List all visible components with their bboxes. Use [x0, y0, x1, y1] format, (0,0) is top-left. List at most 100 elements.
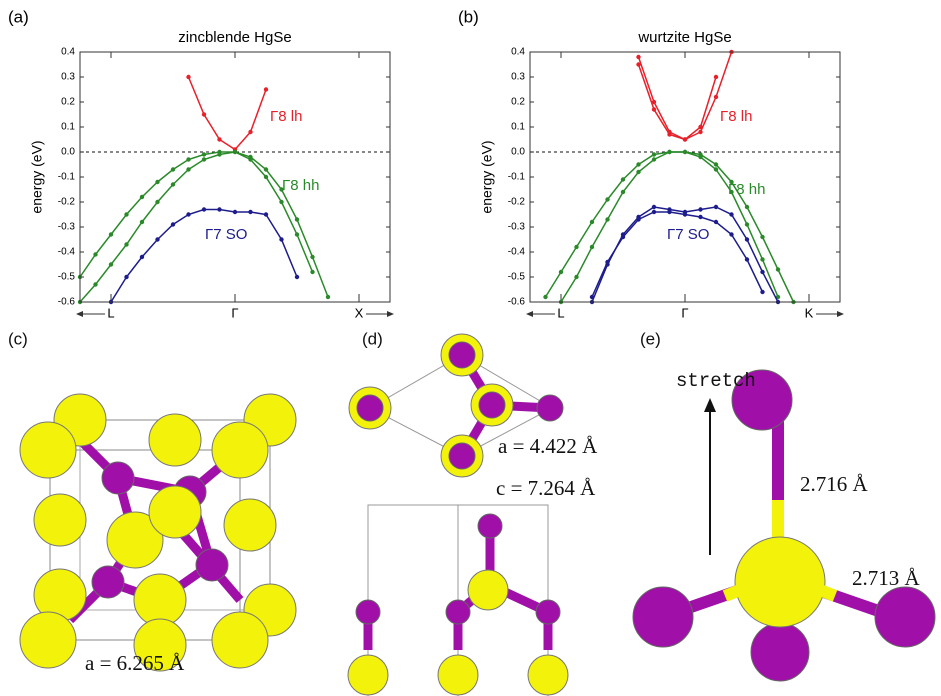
wurtzite-structure	[348, 334, 568, 696]
bond-length: 2.716 Å	[800, 472, 869, 496]
y-tick-label: 0.1	[511, 122, 525, 133]
band-point	[217, 207, 221, 211]
panel-label: (d)	[362, 329, 383, 348]
y-axis-label: energy (eV)	[479, 140, 495, 213]
band-point	[636, 55, 640, 59]
band-point	[636, 62, 640, 66]
band-point	[109, 232, 113, 236]
band-point	[714, 95, 718, 99]
band-point	[667, 210, 671, 214]
y-tick-label: 0.4	[511, 47, 525, 58]
band-point	[279, 200, 283, 204]
y-tick-label: 0.0	[511, 147, 525, 158]
x-tick-label: L	[557, 305, 564, 320]
y-tick-label: -0.4	[508, 247, 526, 258]
band-label: Γ7 SO	[205, 226, 247, 243]
band-point	[745, 205, 749, 209]
panel-label: (e)	[640, 329, 661, 348]
band-point	[652, 210, 656, 214]
axis-arrow	[526, 311, 533, 317]
band-point	[760, 257, 764, 261]
band-point	[109, 262, 113, 266]
band-point	[279, 237, 283, 241]
bond-length: 2.713 Å	[852, 566, 921, 590]
band-line	[592, 207, 778, 302]
band-point	[714, 167, 718, 171]
band-point	[636, 217, 640, 221]
band-point	[202, 112, 206, 116]
band-point	[264, 167, 268, 171]
band-point	[652, 152, 656, 156]
band-point	[93, 282, 97, 286]
band-point	[93, 252, 97, 256]
band-point	[590, 245, 594, 249]
y-tick-label: -0.3	[58, 222, 76, 233]
band-point	[760, 270, 764, 274]
panel-label: (b)	[458, 7, 479, 26]
band-point	[590, 220, 594, 224]
band-label: Γ8 lh	[270, 108, 302, 125]
band-point	[636, 170, 640, 174]
axis-arrow	[837, 311, 844, 317]
y-tick-label: -0.5	[58, 272, 76, 283]
band-point	[233, 150, 237, 154]
y-tick-label: 0.3	[511, 72, 525, 83]
axis-arrow	[387, 311, 394, 317]
x-tick-label: X	[355, 305, 364, 320]
chart-title: wurtzite HgSe	[637, 29, 731, 46]
band-point	[667, 132, 671, 136]
band-point	[171, 167, 175, 171]
figure: (c) a = 6.265 Å (d) a = 4.422 Å c = 7.26…	[0, 0, 941, 696]
y-tick-label: 0.2	[61, 97, 75, 108]
band-point	[217, 152, 221, 156]
band-point	[326, 295, 330, 299]
band-line	[189, 77, 267, 150]
y-tick-label: -0.1	[58, 172, 76, 183]
band-point	[248, 210, 252, 214]
y-axis-label: energy (eV)	[29, 140, 45, 213]
band-point	[683, 212, 687, 216]
band-point	[760, 290, 764, 294]
band-point	[714, 205, 718, 209]
band-point	[186, 75, 190, 79]
band-line	[80, 152, 313, 302]
band-point	[729, 190, 733, 194]
band-point	[683, 150, 687, 154]
band-point	[264, 175, 268, 179]
band-point	[698, 155, 702, 159]
band-point	[652, 107, 656, 111]
panel-label: (a)	[8, 7, 29, 26]
band-point	[124, 212, 128, 216]
plot-frame	[80, 52, 390, 302]
band-point	[776, 267, 780, 271]
band-point	[186, 157, 190, 161]
band-line	[592, 212, 763, 297]
y-tick-label: -0.4	[58, 247, 76, 258]
band-point	[155, 237, 159, 241]
y-tick-label: -0.1	[508, 172, 526, 183]
band-point	[636, 162, 640, 166]
x-tick-label: Γ	[231, 305, 238, 320]
y-tick-label: 0.4	[61, 47, 75, 58]
band-point	[605, 217, 609, 221]
band-label: Γ7 SO	[667, 226, 709, 243]
band-point	[264, 212, 268, 216]
band-point	[124, 242, 128, 246]
plot-frame	[530, 52, 840, 302]
band-point	[745, 222, 749, 226]
y-tick-label: -0.2	[58, 197, 76, 208]
band-point	[698, 207, 702, 211]
chart-title: zincblende HgSe	[178, 29, 291, 46]
band-point	[295, 275, 299, 279]
band-point	[714, 220, 718, 224]
lattice-label: a = 4.422 Å	[498, 434, 598, 458]
y-tick-label: -0.3	[508, 222, 526, 233]
band-point	[202, 157, 206, 161]
y-tick-label: 0.3	[61, 72, 75, 83]
band-point	[171, 222, 175, 226]
band-point	[155, 180, 159, 184]
band-point	[155, 200, 159, 204]
band-point	[714, 162, 718, 166]
band-point	[171, 182, 175, 186]
x-tick-label: L	[107, 305, 114, 320]
